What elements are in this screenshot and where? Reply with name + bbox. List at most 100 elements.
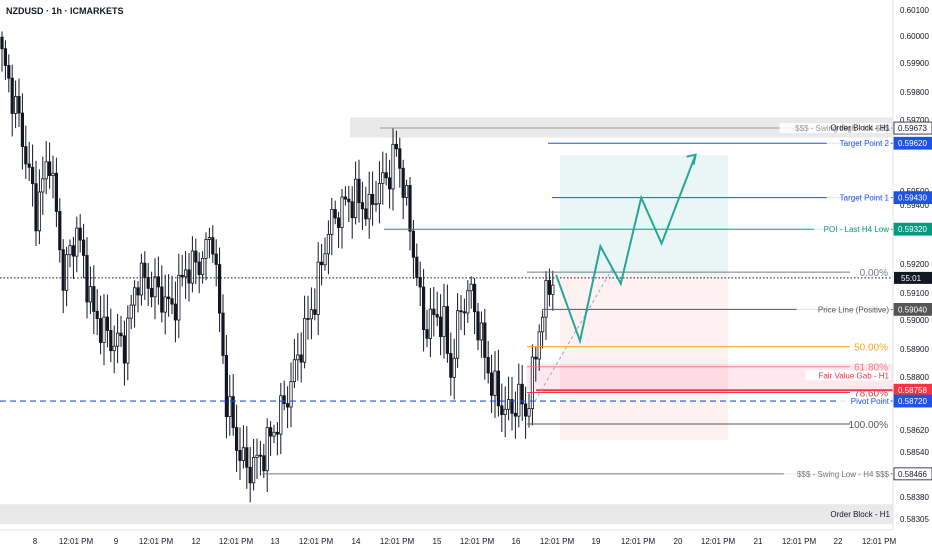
candle — [486, 356, 490, 374]
candle — [166, 296, 171, 300]
candle — [197, 261, 201, 275]
candle — [472, 283, 477, 313]
candle — [452, 357, 456, 378]
candle — [268, 427, 273, 437]
time-tick-label: 12:01 PM — [782, 537, 817, 546]
candle — [10, 77, 14, 114]
candle — [428, 308, 433, 339]
candle — [289, 381, 293, 408]
candle — [78, 227, 82, 241]
candle — [534, 356, 538, 360]
price-badge-label: 0.59320 — [898, 225, 927, 234]
order-block-zone — [0, 504, 893, 525]
candle — [214, 253, 218, 265]
candle — [364, 208, 368, 220]
price-tick-label: 0.59700 — [900, 116, 929, 125]
candle — [187, 269, 191, 284]
candle — [116, 332, 120, 347]
price-badge-label: 0.58758 — [898, 386, 927, 395]
candle — [357, 178, 361, 204]
candle — [207, 237, 211, 240]
candle — [384, 172, 388, 179]
candle — [506, 399, 511, 410]
price-badge-label: 0.59673 — [898, 124, 927, 133]
price-badge — [893, 121, 932, 135]
price-badge-label: 0.59430 — [898, 194, 927, 203]
projection-path — [555, 154, 697, 345]
candle — [302, 318, 307, 363]
candle — [17, 96, 21, 114]
candle — [432, 308, 436, 315]
time-tick-label: 12:01 PM — [460, 537, 495, 546]
candle — [520, 383, 524, 405]
candle — [30, 166, 35, 185]
time-tick-label: 14 — [352, 537, 361, 546]
candle — [211, 237, 215, 255]
candle — [517, 383, 521, 417]
candle — [200, 257, 205, 275]
candle — [3, 48, 7, 66]
candle — [374, 203, 378, 206]
candle — [292, 359, 297, 383]
price-badge — [893, 394, 932, 408]
time-tick-label: 9 — [114, 537, 119, 546]
candle — [449, 353, 453, 378]
candle — [333, 209, 337, 219]
candle — [105, 316, 109, 331]
candle — [251, 457, 256, 484]
candle — [194, 250, 198, 263]
price-tick-label: 0.59900 — [900, 59, 929, 68]
candle — [438, 316, 443, 337]
candle — [411, 230, 416, 258]
candle — [75, 227, 79, 257]
time-tick-label: 12:01 PM — [380, 537, 415, 546]
price-tick-label: 0.58305 — [900, 515, 929, 524]
candle — [316, 261, 320, 315]
candle — [20, 112, 25, 148]
level-label-bg — [783, 468, 891, 479]
candle — [466, 290, 470, 314]
candle — [13, 96, 18, 114]
price-tick-label: 0.58620 — [900, 426, 929, 435]
level-label-bg — [813, 224, 891, 235]
candle — [319, 261, 324, 266]
candle — [71, 245, 75, 257]
time-tick-label: 12:01 PM — [59, 537, 94, 546]
price-tick-label: 0.58380 — [900, 493, 929, 502]
candle — [112, 345, 116, 352]
candle — [541, 316, 545, 333]
order-block-label: Order Block - H1 — [830, 510, 890, 519]
time-tick-label: 8 — [33, 537, 38, 546]
level-label: Target Point 1 — [840, 194, 890, 203]
candle — [143, 262, 147, 278]
projection-arrowhead — [686, 153, 697, 165]
candle — [58, 211, 62, 251]
candle — [370, 193, 375, 205]
candle — [149, 287, 154, 298]
candle — [255, 454, 259, 458]
candle — [258, 454, 263, 457]
candle — [537, 331, 541, 360]
price-tick-label: 0.60100 — [900, 6, 929, 15]
candle — [353, 178, 358, 219]
time-tick-label: 16 — [512, 537, 521, 546]
level-label-bg — [826, 192, 891, 203]
candle — [245, 447, 249, 468]
price-tick-label: 0.60000 — [900, 32, 929, 41]
candle — [343, 196, 348, 200]
candle — [551, 284, 555, 295]
current-price-badge-label: 55:01 — [901, 274, 922, 283]
candle — [347, 198, 351, 203]
candle — [95, 310, 99, 319]
candle — [309, 309, 314, 320]
candle — [360, 202, 365, 210]
time-axis-bg — [0, 530, 932, 550]
time-tick-label: 21 — [754, 537, 763, 546]
candle — [381, 172, 385, 184]
candle — [282, 395, 286, 404]
candle — [228, 396, 232, 418]
candle — [204, 239, 208, 259]
candle — [85, 255, 89, 303]
